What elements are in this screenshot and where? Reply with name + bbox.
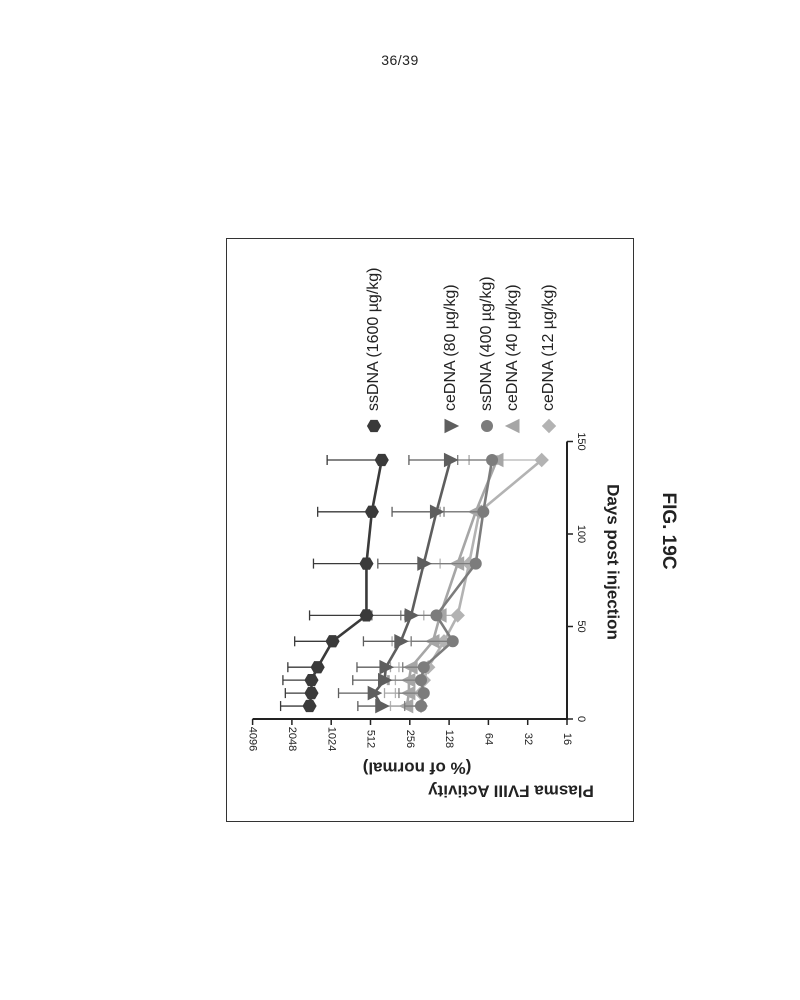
y-tick-label: 2048 [286, 727, 298, 751]
chart-axes: 0 50 100 150 16 32 64 128 256 512 1024 2048 4096 [247, 432, 587, 751]
x-axis-title: Days post injection [604, 484, 623, 640]
data-point [417, 661, 430, 674]
data-point [429, 504, 445, 520]
legend-label: ssDNA (400 µg/kg) [478, 276, 495, 411]
data-point [375, 698, 390, 714]
series-0 [279, 453, 389, 713]
data-point [446, 635, 459, 648]
data-point [443, 452, 459, 468]
legend-item-0: ssDNA (1600 µg/kg) [365, 268, 382, 433]
y-axis-title-line2: (% of normal) [363, 759, 472, 778]
data-point [325, 635, 340, 648]
data-point [304, 686, 319, 700]
legend-label: ceDNA (12 µg/kg) [540, 284, 557, 411]
y-tick-label: 512 [365, 730, 377, 748]
y-tick-label: 1024 [325, 727, 337, 751]
data-point [417, 556, 432, 571]
data-point [417, 687, 430, 700]
x-tick-label: 50 [575, 620, 587, 632]
data-point [394, 633, 409, 649]
legend-item-4: ceDNA (12 µg/kg) [540, 284, 557, 434]
x-tick-label: 100 [575, 525, 587, 543]
data-point [469, 557, 482, 570]
data-point [359, 557, 374, 570]
data-point [477, 505, 490, 518]
series-1 [337, 452, 459, 714]
figure-frame [226, 238, 634, 822]
data-point [415, 700, 428, 713]
page-number: 36/39 [381, 52, 419, 68]
data-point [450, 608, 465, 623]
legend-marker [366, 419, 382, 433]
x-tick-label: 0 [575, 716, 587, 722]
y-tick-label: 256 [404, 730, 416, 748]
data-point [374, 453, 389, 467]
y-axis-title-line1: Plasma FVIII Activity [428, 782, 594, 801]
legend-marker [444, 418, 460, 434]
y-tick-label: 32 [522, 733, 534, 745]
legend-marker [541, 418, 557, 434]
legend-label: ssDNA (1600 µg/kg) [365, 268, 382, 412]
data-point [302, 699, 317, 713]
legend-label: ceDNA (40 µg/kg) [504, 284, 521, 411]
figure-label-text: FIG. 19C [658, 492, 679, 570]
legend-marker [481, 420, 493, 432]
data-point [377, 672, 393, 688]
legend-label: ceDNA (80 µg/kg) [442, 284, 459, 411]
data-point [430, 609, 443, 622]
x-tick-label: 150 [575, 432, 587, 450]
data-point [304, 674, 319, 687]
legend-item-1: ceDNA (80 µg/kg) [442, 284, 460, 434]
data-point [534, 452, 549, 468]
y-tick-label: 64 [482, 733, 494, 745]
data-point [310, 661, 325, 674]
series-2 [388, 454, 499, 713]
y-tick-label: 4096 [247, 727, 259, 751]
data-point [415, 674, 428, 687]
data-point [359, 609, 374, 622]
chart-legend: ssDNA (1600 µg/kg) ceDNA (80 µg/kg) ssDNA … [365, 268, 557, 434]
chart-axis-titles: Days post injection Plasma FVIII Activity… [363, 484, 623, 800]
y-tick-label: 16 [561, 733, 573, 745]
legend-item-2: ssDNA (400 µg/kg) [478, 276, 495, 432]
data-point [364, 505, 379, 518]
legend-item-3: ceDNA (40 µg/kg) [504, 284, 521, 434]
legend-marker [504, 418, 520, 434]
data-point [379, 659, 395, 675]
data-point [486, 454, 499, 466]
data-point [404, 608, 420, 623]
data-point [367, 685, 383, 701]
chart-series [279, 452, 549, 714]
y-tick-label: 128 [443, 730, 455, 748]
